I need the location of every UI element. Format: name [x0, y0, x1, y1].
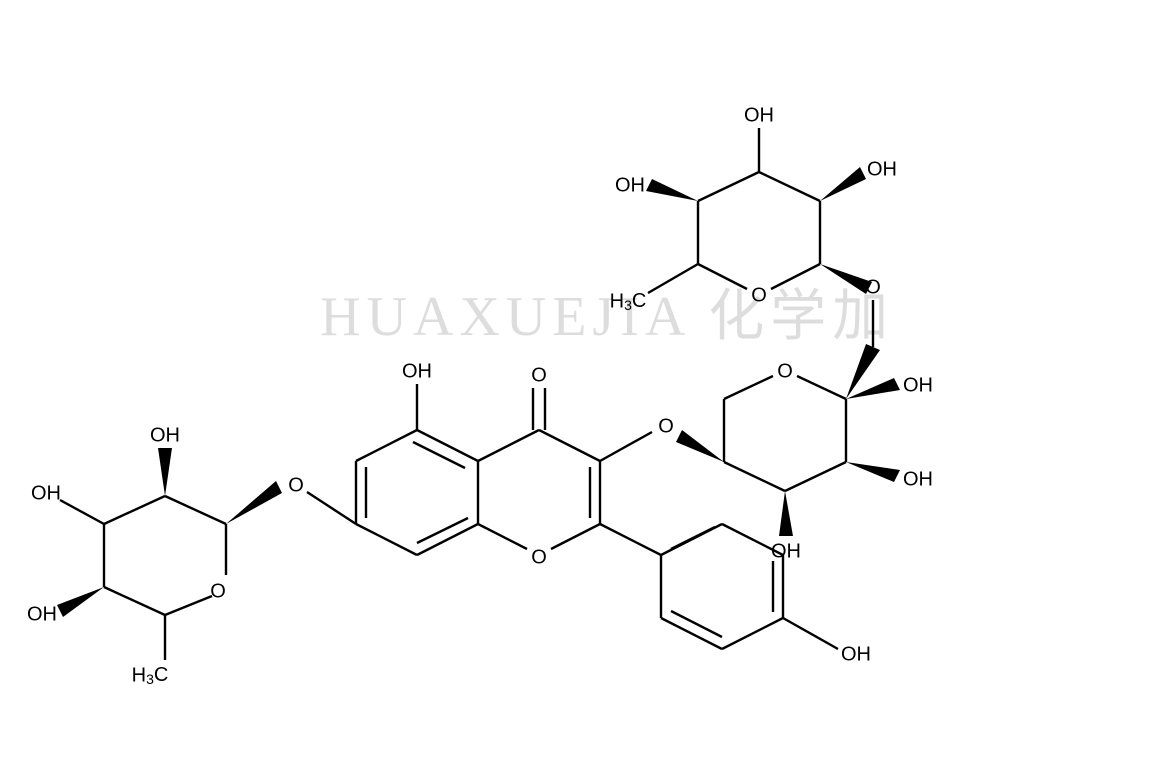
atom-glc-OH1: OH: [771, 540, 801, 562]
atom-O-ring-left: O: [210, 580, 226, 602]
atom-phenol-OH: OH: [841, 643, 871, 665]
atom-upper-OH2: OH: [744, 104, 774, 126]
atom-glc-ring-O: O: [777, 360, 793, 382]
atom-upper-OH3: OH: [615, 174, 645, 196]
atom-carbonyl-O: O: [531, 364, 547, 386]
atom-upper-ring-O: O: [751, 284, 767, 306]
atom-upper-OH1: OH: [867, 158, 897, 180]
atom-glc-OH3: OH: [903, 374, 933, 396]
atom-pyran-O: O: [531, 546, 547, 568]
sugar-upper: O OH OH OH H3C: [610, 104, 897, 312]
atom-CH3-left: H3C: [132, 664, 169, 686]
atom-glc-OH2: OH: [903, 468, 933, 490]
atom-OH-left-3: OH: [27, 603, 57, 625]
flavone-core: OH O O O OH: [356, 360, 871, 665]
atom-O-link-gly: O: [658, 415, 674, 437]
atom-OH-left-2: OH: [150, 424, 180, 446]
watermark-text: HUAXUEJIA 化学加: [320, 286, 894, 348]
atom-OH-left-1: OH: [31, 482, 61, 504]
atom-O-link-left: O: [288, 474, 304, 496]
molecule-canvas: HUAXUEJIA 化学加 O OH OH OH H3C O: [0, 0, 1172, 761]
sugar-left: O OH OH OH H3C O: [27, 424, 356, 686]
atom-5-OH: OH: [402, 360, 432, 382]
